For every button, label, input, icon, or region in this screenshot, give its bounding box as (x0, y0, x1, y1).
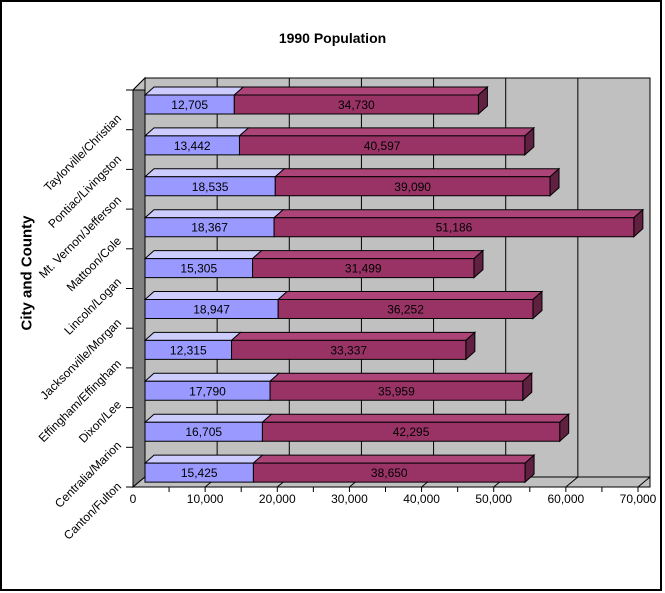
category-label: Pontiac/Livingston (45, 152, 124, 231)
city-bar-top-face (143, 250, 263, 260)
county-bar-segment (261, 421, 561, 442)
county-bar-top-face (251, 250, 485, 260)
city-bar-top-face (143, 86, 245, 96)
bar-row: 18,947 36,252 (143, 290, 544, 320)
county-bar-top-face (273, 168, 561, 178)
city-bar-top-face (143, 331, 242, 341)
x-tick-label: 40,000 (403, 492, 440, 506)
chart-title: 1990 Population (278, 30, 387, 46)
city-value-label: 18,535 (192, 180, 229, 194)
city-bar-top-face (143, 372, 281, 382)
gridline-floor (565, 476, 579, 488)
county-bar-segment (269, 380, 524, 401)
county-bar-segment (233, 94, 479, 115)
county-bar-segment (231, 339, 467, 360)
city-value-label: 13,442 (174, 139, 211, 153)
city-bar-top-face (143, 413, 273, 423)
county-value-label: 36,252 (387, 303, 424, 317)
county-bar-segment (274, 176, 551, 197)
county-bar-segment (238, 135, 526, 156)
bar-row: 12,315 33,337 (143, 331, 477, 361)
city-bar-top-face (143, 168, 286, 178)
top-face-corner (131, 76, 146, 91)
county-bar-top-face (261, 413, 571, 423)
county-value-label: 51,186 (436, 221, 473, 235)
county-value-label: 38,650 (371, 466, 408, 480)
x-tick-label: 0 (130, 492, 137, 506)
county-bar-segment (252, 462, 526, 483)
county-value-label: 42,295 (393, 425, 430, 439)
city-bar-top-face (143, 454, 264, 464)
side-wall (132, 76, 146, 489)
city-bar-top-face (143, 209, 285, 219)
county-bar-top-face (268, 372, 534, 382)
x-tick-label: 50,000 (475, 492, 512, 506)
city-value-label: 18,367 (191, 221, 228, 235)
county-bar-top-face (232, 86, 489, 96)
county-value-label: 31,499 (345, 262, 382, 276)
city-bar-top-face (143, 291, 289, 300)
city-value-label: 18,947 (193, 303, 230, 317)
x-tick-label: 30,000 (331, 492, 368, 506)
county-bar-top-face (276, 291, 544, 300)
bar-row: 12,705 34,730 (143, 85, 489, 116)
county-bar-segment (273, 217, 635, 238)
county-value-label: 40,597 (364, 139, 401, 153)
x-tick-label: 10,000 (187, 492, 224, 506)
county-value-label: 33,337 (330, 343, 367, 357)
city-value-label: 16,705 (185, 425, 222, 439)
county-value-label: 39,090 (394, 180, 431, 194)
city-value-label: 15,305 (180, 262, 217, 276)
category-label: Taylorville/Christian (41, 111, 124, 194)
county-bar-top-face (238, 127, 536, 137)
x-tick-label: 20,000 (259, 492, 296, 506)
bar-row: 15,305 31,499 (143, 249, 485, 279)
city-value-label: 12,705 (171, 98, 208, 112)
county-bar-segment (277, 299, 534, 319)
gridline-floor (637, 476, 651, 488)
x-tick-label: 60,000 (548, 492, 585, 506)
bar-row: 18,535 39,090 (143, 167, 561, 197)
city-value-label: 12,315 (170, 343, 207, 357)
bar-row: 18,367 51,186 (143, 208, 645, 238)
county-bar-top-face (272, 209, 645, 219)
city-value-label: 15,425 (181, 466, 218, 480)
city-value-label: 17,790 (189, 384, 226, 398)
county-bar-top-face (252, 454, 536, 464)
county-bar-segment (252, 258, 475, 279)
x-tick-label: 70,000 (620, 492, 657, 506)
county-value-label: 34,730 (338, 98, 375, 112)
bar-row: 16,705 42,295 (143, 413, 571, 443)
county-bar-top-face (230, 331, 477, 341)
bar-row: 15,425 38,650 (143, 453, 536, 484)
bar-row: 17,790 35,959 (143, 372, 534, 402)
city-bar-top-face (143, 127, 250, 137)
bar-row: 13,442 40,597 (143, 126, 536, 157)
county-value-label: 35,959 (378, 384, 415, 398)
